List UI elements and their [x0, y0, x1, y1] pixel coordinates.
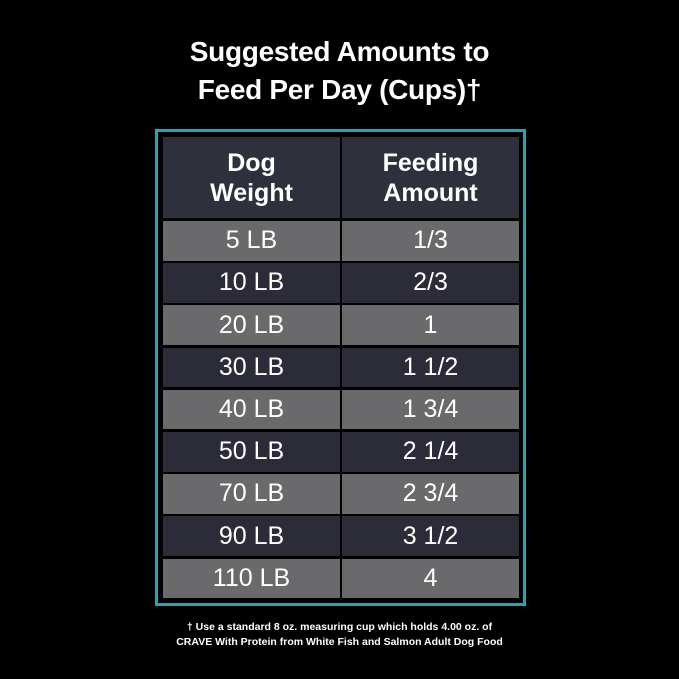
table-cell: 1 3/4 [342, 389, 519, 430]
table-cell: 20 LB [163, 305, 340, 345]
table-cell: 1 [342, 305, 519, 345]
table-cell: 30 LB [163, 347, 340, 388]
table-cell: 2/3 [342, 263, 519, 303]
header-text: Dog [227, 148, 276, 177]
table-cell: 2 1/4 [342, 432, 519, 472]
table-cell: 10 LB [163, 263, 340, 303]
header-cell: Dog Weight [163, 137, 340, 218]
table-cell: 70 LB [163, 474, 340, 514]
table-cell: 5 LB [163, 221, 340, 261]
table-cell: 50 LB [163, 432, 340, 472]
table-cell: 2 3/4 [342, 474, 519, 514]
footnote-line: CRAVE With Protein from White Fish and S… [176, 636, 503, 648]
table-cell: 90 LB [163, 516, 340, 556]
header-cell: Feeding Amount [342, 137, 519, 218]
table-cell: 3 1/2 [342, 516, 519, 556]
title-line: Suggested Amounts to [189, 36, 490, 67]
header-text: Feeding [382, 148, 479, 177]
table-frame [155, 129, 526, 606]
footnote-line: † Use a standard 8 oz. measuring cup whi… [186, 621, 493, 633]
header-text: Weight [210, 178, 293, 207]
table-cell: 4 [342, 558, 519, 599]
table-cell: 110 LB [163, 558, 340, 599]
table-cell: 40 LB [163, 389, 340, 430]
title-line: Feed Per Day (Cups)† [197, 74, 482, 105]
header-text: Amount [383, 178, 478, 207]
table-cell: 1/3 [342, 221, 519, 261]
table-cell: 1 1/2 [342, 347, 519, 388]
